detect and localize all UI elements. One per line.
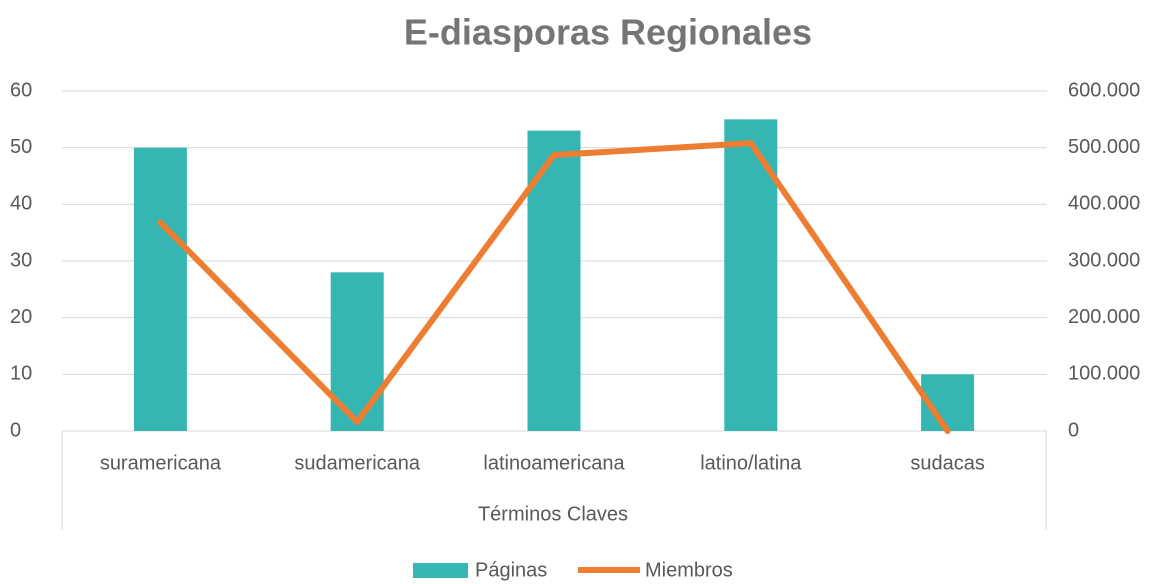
y-tick-label: 50	[10, 136, 32, 158]
x-tick-label: sudacas	[910, 452, 985, 474]
y2-tick-label: 400.000	[1068, 193, 1140, 215]
y-tick-label: 40	[10, 193, 32, 215]
y2-tick-label: 100.000	[1068, 363, 1140, 385]
bar	[133, 147, 187, 431]
x-tick-label: latino/latina	[700, 452, 802, 474]
y2-tick-label: 600.000	[1068, 79, 1140, 101]
line	[157, 140, 951, 434]
y-tick-label: 0	[10, 419, 21, 441]
y-tick-label: 20	[10, 306, 32, 328]
y2-tick-label: 200.000	[1068, 306, 1140, 328]
y-tick-label: 30	[10, 249, 32, 271]
y2-tick-label: 0	[1068, 419, 1079, 441]
y2-tick-label: 300.000	[1068, 249, 1140, 271]
legend-label: Páginas	[475, 559, 547, 581]
x-tick-label: sudamericana	[294, 452, 421, 474]
chart-title: E-diasporas Regionales	[404, 12, 812, 53]
legend-swatch	[413, 563, 468, 578]
y-tick-label: 60	[10, 79, 32, 101]
x-axis-label: Términos Claves	[478, 503, 628, 525]
x-tick-label: suramericana	[100, 452, 222, 474]
legend-label: Miembros	[645, 559, 733, 581]
y2-tick-label: 500.000	[1068, 136, 1140, 158]
x-tick-label: latinoamericana	[483, 452, 625, 474]
y-tick-label: 10	[10, 363, 32, 385]
